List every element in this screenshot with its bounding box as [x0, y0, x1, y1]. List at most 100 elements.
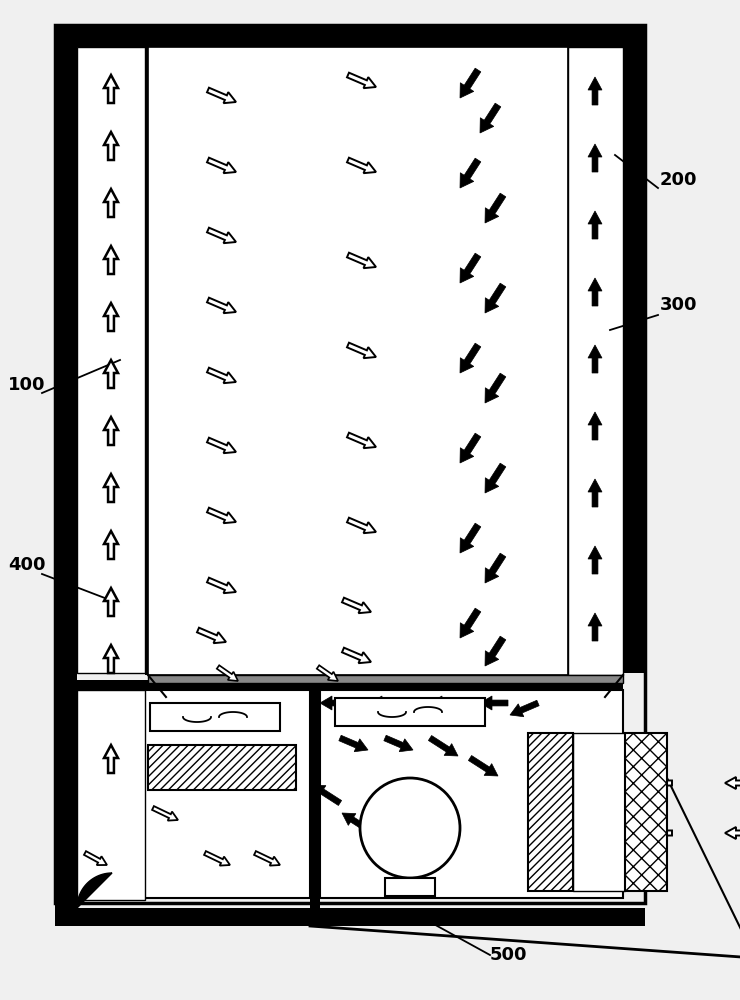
Polygon shape: [77, 873, 112, 926]
Polygon shape: [588, 345, 602, 373]
Bar: [385, 878, 435, 896]
Polygon shape: [207, 158, 236, 173]
Polygon shape: [430, 696, 458, 710]
Polygon shape: [588, 479, 602, 507]
Polygon shape: [104, 360, 118, 388]
Bar: [150, 703, 280, 731]
Bar: [310, 680, 320, 908]
Polygon shape: [104, 132, 118, 160]
Polygon shape: [460, 343, 481, 373]
Polygon shape: [485, 283, 506, 313]
Polygon shape: [209, 703, 223, 731]
Bar: [55, 25, 645, 47]
Polygon shape: [104, 745, 118, 773]
Polygon shape: [207, 438, 236, 453]
Polygon shape: [342, 648, 371, 663]
Polygon shape: [104, 588, 118, 616]
Polygon shape: [347, 343, 376, 358]
Polygon shape: [588, 77, 602, 105]
Polygon shape: [480, 696, 508, 710]
Polygon shape: [588, 412, 602, 440]
Bar: [625, 733, 667, 891]
Bar: [335, 698, 485, 726]
Polygon shape: [370, 696, 398, 710]
Polygon shape: [460, 433, 481, 463]
Polygon shape: [152, 806, 178, 821]
Polygon shape: [460, 158, 481, 188]
Bar: [55, 908, 645, 926]
Polygon shape: [317, 665, 338, 681]
Polygon shape: [480, 103, 501, 133]
Polygon shape: [588, 613, 602, 641]
Polygon shape: [207, 368, 236, 383]
Polygon shape: [197, 628, 226, 643]
Bar: [573, 733, 625, 891]
Polygon shape: [510, 700, 539, 717]
Polygon shape: [485, 636, 506, 666]
Polygon shape: [104, 246, 118, 274]
Polygon shape: [468, 756, 498, 776]
Polygon shape: [339, 735, 368, 752]
Polygon shape: [347, 73, 376, 88]
Bar: [148, 47, 568, 675]
Polygon shape: [588, 546, 602, 574]
Bar: [148, 745, 296, 790]
Text: 400: 400: [8, 556, 45, 574]
Polygon shape: [312, 785, 342, 805]
Polygon shape: [644, 777, 672, 789]
Polygon shape: [254, 851, 280, 866]
Text: 300: 300: [660, 296, 698, 314]
Text: 500: 500: [490, 946, 528, 964]
Polygon shape: [588, 278, 602, 306]
Polygon shape: [460, 253, 481, 283]
Polygon shape: [342, 598, 371, 613]
Polygon shape: [104, 303, 118, 331]
Bar: [320, 690, 623, 898]
Polygon shape: [588, 144, 602, 172]
Bar: [55, 683, 77, 921]
Circle shape: [360, 778, 460, 878]
Polygon shape: [588, 211, 602, 239]
Bar: [77, 690, 310, 898]
Polygon shape: [104, 417, 118, 445]
Polygon shape: [104, 189, 118, 217]
Polygon shape: [207, 298, 236, 313]
Bar: [623, 25, 645, 673]
Bar: [77, 680, 623, 690]
Polygon shape: [347, 518, 376, 533]
Polygon shape: [104, 474, 118, 502]
Polygon shape: [347, 158, 376, 173]
Polygon shape: [382, 845, 411, 861]
Polygon shape: [725, 777, 740, 789]
Bar: [568, 47, 623, 675]
Polygon shape: [418, 850, 442, 870]
Bar: [77, 690, 145, 900]
Polygon shape: [104, 531, 118, 559]
Text: 200: 200: [660, 171, 698, 189]
Polygon shape: [84, 851, 107, 865]
Polygon shape: [207, 578, 236, 593]
Polygon shape: [320, 696, 348, 710]
Polygon shape: [460, 68, 481, 98]
Bar: [145, 47, 148, 675]
Polygon shape: [347, 433, 376, 448]
Polygon shape: [347, 253, 376, 268]
Polygon shape: [204, 851, 230, 866]
Polygon shape: [251, 703, 265, 731]
Polygon shape: [104, 75, 118, 103]
Bar: [77, 47, 145, 673]
Polygon shape: [485, 463, 506, 493]
Polygon shape: [485, 193, 506, 223]
Polygon shape: [460, 523, 481, 553]
Bar: [55, 25, 645, 903]
Bar: [528, 733, 573, 891]
Polygon shape: [217, 665, 238, 681]
Polygon shape: [104, 645, 118, 673]
Polygon shape: [644, 827, 672, 839]
Polygon shape: [342, 813, 371, 833]
Polygon shape: [384, 735, 413, 752]
Polygon shape: [725, 827, 740, 839]
Text: 100: 100: [8, 376, 45, 394]
Polygon shape: [207, 228, 236, 243]
Bar: [148, 675, 623, 683]
